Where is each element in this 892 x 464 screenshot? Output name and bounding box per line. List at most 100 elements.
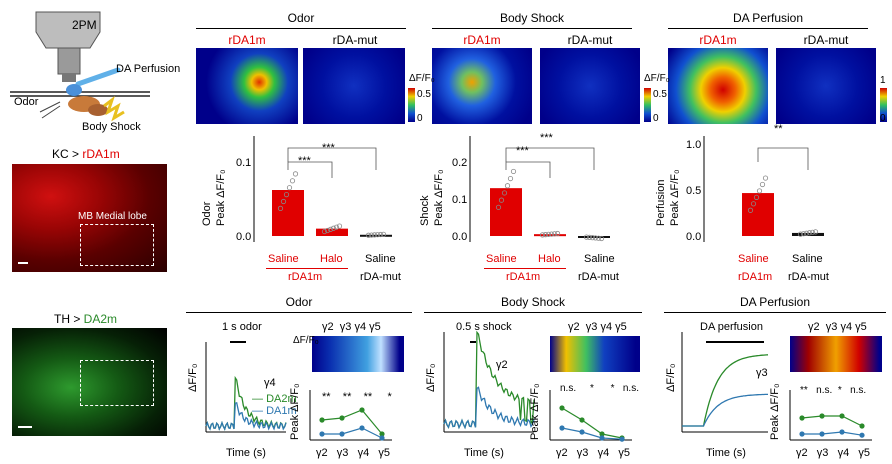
data-point: [548, 231, 555, 237]
legend-da1m: — DA1m: [252, 405, 297, 417]
data-point: [812, 229, 819, 235]
ytick: 0.1: [452, 194, 468, 206]
data-point: [504, 183, 511, 189]
data-point: [495, 204, 502, 210]
compartment-point: [319, 417, 325, 423]
compartment-point: [559, 425, 565, 431]
colorbar-max: 1: [880, 75, 886, 86]
data-point: [277, 205, 284, 211]
bar: [316, 228, 348, 236]
sig-row: ** ** ** *: [322, 391, 392, 403]
colorbar: [408, 88, 415, 122]
compartment-point: [359, 407, 365, 413]
data-point: [803, 230, 810, 236]
data-point: [365, 232, 372, 238]
heatmap-odor-rda1m: [196, 48, 298, 124]
cat-label: Halo: [538, 253, 561, 265]
heatmap-shock-rda1m: [432, 48, 532, 124]
header-odor-bottom: Odor: [285, 295, 313, 309]
xlabel: Time (s): [464, 447, 504, 459]
region-axis: γ2 γ3 γ4 γ5: [796, 447, 871, 459]
colorbar-min: 0: [653, 113, 659, 124]
data-point: [747, 207, 754, 213]
ytick: 0.0: [686, 231, 702, 243]
group-label: rDA-mut: [788, 271, 829, 283]
trace-da1m: [682, 393, 768, 427]
shock-label: Body Shock: [82, 121, 141, 133]
data-point: [510, 168, 517, 175]
bar: [578, 236, 610, 238]
stim-label: 0.5 s shock: [456, 321, 512, 333]
sig-label: ***: [540, 132, 553, 144]
colorbar-max: 0.5: [417, 89, 431, 100]
compartment-point: [859, 432, 865, 438]
data-point: [551, 231, 558, 237]
compartment-point: [819, 431, 825, 437]
data-point: [595, 235, 602, 241]
ytick: 0.1: [236, 157, 252, 169]
roi-label: MB Medial lobe: [78, 211, 147, 222]
sig-bracket: [757, 147, 809, 170]
data-point: [327, 226, 334, 232]
heatmap-perfusion-rda1m: [668, 48, 768, 124]
compartment-point: [379, 431, 385, 437]
data-point: [750, 201, 757, 207]
bar: [742, 193, 774, 236]
data-point: [554, 230, 561, 237]
heatmap-perfusion-rdamut: [776, 48, 876, 124]
roi-box: [80, 224, 154, 266]
heatmap-odor-rdamut: [303, 48, 405, 124]
data-point: [762, 175, 769, 181]
ylabel: Peak ΔF/F₀: [769, 383, 781, 440]
group-label: rDA-mut: [578, 271, 619, 283]
compartment-point: [619, 436, 625, 442]
compartment-point: [559, 405, 565, 411]
data-point: [374, 232, 381, 238]
bar: [360, 234, 392, 237]
compartment-point: [859, 423, 865, 429]
sig-bracket: [287, 147, 377, 170]
kc-panel-title: KC > rDA1m: [52, 147, 120, 161]
ytick: 0.0: [236, 231, 252, 243]
compartment-point: [799, 415, 805, 421]
data-point: [286, 185, 293, 191]
colorbar-label: ΔF/F₀: [293, 335, 319, 346]
compartment-line-da2m: [801, 415, 863, 427]
sensor-label: rDA1m: [699, 33, 737, 47]
data-point: [377, 231, 384, 238]
data-point: [809, 229, 816, 235]
sensor-label: rDA1m: [228, 33, 266, 47]
sig-row: ** n.s. * n.s.: [800, 385, 867, 396]
sig-label: ***: [298, 155, 311, 167]
header-shock: Body Shock: [499, 11, 565, 25]
sig-row: n.s. * * n.s.: [560, 383, 639, 394]
data-point: [592, 235, 599, 241]
cat-label: Saline: [365, 253, 396, 265]
bar: [490, 188, 522, 236]
compartment-line-da2m: [321, 409, 383, 435]
cat-label: Saline: [792, 253, 823, 265]
sig-label: **: [774, 123, 783, 135]
region-axis: γ2 γ3 γ4 γ5: [316, 447, 391, 459]
cat-label: Halo: [320, 253, 343, 265]
ytick: 0.2: [452, 157, 468, 169]
roi-box: [80, 360, 154, 406]
compartment-line-da2m: [561, 407, 623, 439]
sig-bracket: [505, 147, 595, 170]
th-panel-title: TH > DA2m: [54, 312, 118, 326]
colorbar-min: 0: [880, 113, 886, 124]
data-point: [371, 232, 378, 238]
data-point: [542, 232, 549, 238]
region-header: γ2 γ3 γ4 γ5: [808, 321, 867, 333]
prep-schematic: 2PM DA Perfusion Odor Body Shock: [0, 0, 185, 133]
compartment-heatmap-shock: [550, 336, 640, 372]
sig-bracket: [505, 161, 551, 178]
sensor-label: rDA-mut: [803, 33, 849, 47]
trace-da2m: [682, 354, 769, 427]
data-point: [589, 235, 596, 241]
ylabel: Peak ΔF/F₀: [529, 383, 541, 440]
ylabel: ΔF/F₀: [665, 363, 677, 392]
data-point: [368, 232, 375, 238]
colorbar: [644, 88, 651, 122]
